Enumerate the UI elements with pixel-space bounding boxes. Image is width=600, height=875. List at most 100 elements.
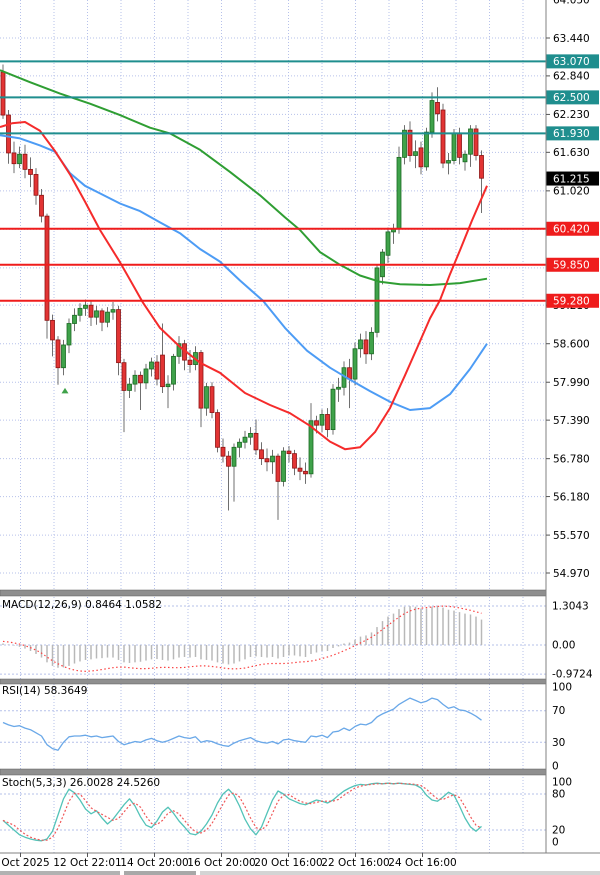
candle [303,462,308,484]
price-badge-label: 59.850 [553,260,590,272]
price-badge [546,126,599,141]
price-badge [546,54,599,69]
scrollbar-segment[interactable] [124,871,196,875]
candle [325,408,330,438]
indicator-scale-label: 20 [552,825,565,837]
indicator-scale-label: 100 [552,682,572,694]
indicator-scale-label: 80 [552,789,565,801]
scrollbar-segment[interactable] [0,871,120,875]
candle [446,152,451,175]
candle [391,223,396,244]
candle [105,307,110,328]
time-axis-label: 20 Oct 16:00 [254,857,322,869]
price-tick-label: 64.050 [553,0,590,6]
candle [182,339,187,371]
candle [209,382,215,419]
stoch-indicator-label: Stoch(5,3,3) 26.0028 24.5260 [2,777,161,789]
candle [292,449,297,476]
candle [363,331,369,364]
candle [55,336,61,385]
candle [275,453,281,520]
time-axis-label: 22 Oct 16:00 [321,857,389,869]
indicator-scale-label: 0 [552,837,559,849]
candle [143,363,149,390]
time-axis-label: 16 Oct 20:00 [187,857,255,869]
panel-separator[interactable] [0,678,600,685]
candles-layer [0,64,484,520]
candle [413,140,418,169]
candle [297,457,303,481]
candle [77,303,83,322]
candle [226,451,231,511]
candle [132,370,138,392]
price-badge-label: 62.500 [553,92,590,104]
indicator-scale-label: -0.9724 [552,669,593,681]
panel-separator[interactable] [0,768,600,776]
candle [171,353,176,391]
candle [270,449,275,474]
rsi-line [2,697,482,751]
price-tick-label: 54.970 [553,568,590,580]
price-tick-label: 56.780 [553,453,590,465]
candle [286,446,292,463]
price-tick-label: 55.570 [553,530,590,542]
time-axis-label: 24 Oct 16:00 [388,857,456,869]
price-tick-label: 63.440 [553,33,590,45]
candle [462,150,468,171]
scrollbar-track[interactable] [200,871,600,875]
candle [88,300,94,327]
candle [330,384,336,435]
candle [418,141,424,175]
candle [396,146,402,234]
indicator-scale-label: 0.00 [552,640,575,652]
stoch-d-line [2,782,482,841]
stoch-k-line [2,782,482,842]
price-badge [546,90,599,105]
price-badge-label: 61.215 [553,173,590,185]
candle [127,377,132,399]
price-badge-label: 63.070 [553,56,590,68]
candle [39,188,44,223]
indicator-scale-label: 70 [552,705,565,717]
time-axis-label: 0 Oct 2025 [0,857,50,869]
macd-histogram [2,606,483,668]
candle [50,314,55,357]
price-axis[interactable] [546,0,600,875]
time-axis-label: 14 Oct 20:00 [120,857,188,869]
candle [253,419,259,455]
panel-separator[interactable] [0,589,600,597]
candle [33,168,39,205]
buy-arrow-marker [61,387,69,394]
candle [308,403,314,478]
candle [352,342,358,386]
candle [336,377,341,402]
candle [242,430,248,449]
ma-mid-blue [0,134,488,411]
candle [61,339,66,376]
indicator-scale-label: 0 [552,761,559,773]
candle [358,333,363,358]
price-badge-label: 61.930 [553,128,590,140]
candle [319,409,325,433]
price-badge [546,221,599,236]
candle [94,305,99,325]
candle [83,299,88,316]
candle [204,382,209,416]
price-tick-label: 61.020 [553,186,590,198]
candle [264,448,270,472]
price-tick-label: 57.990 [553,377,590,389]
price-tick-label: 61.630 [553,147,590,159]
price-badge [546,257,599,272]
candle [440,103,446,169]
candle [121,358,127,433]
indicator-scale-label: 100 [552,777,572,789]
price-tick-label: 62.230 [553,109,590,121]
candle [116,305,121,376]
candle [176,336,182,364]
candle [154,355,160,386]
candle [66,318,72,354]
candle [17,146,22,169]
candle [110,302,116,320]
